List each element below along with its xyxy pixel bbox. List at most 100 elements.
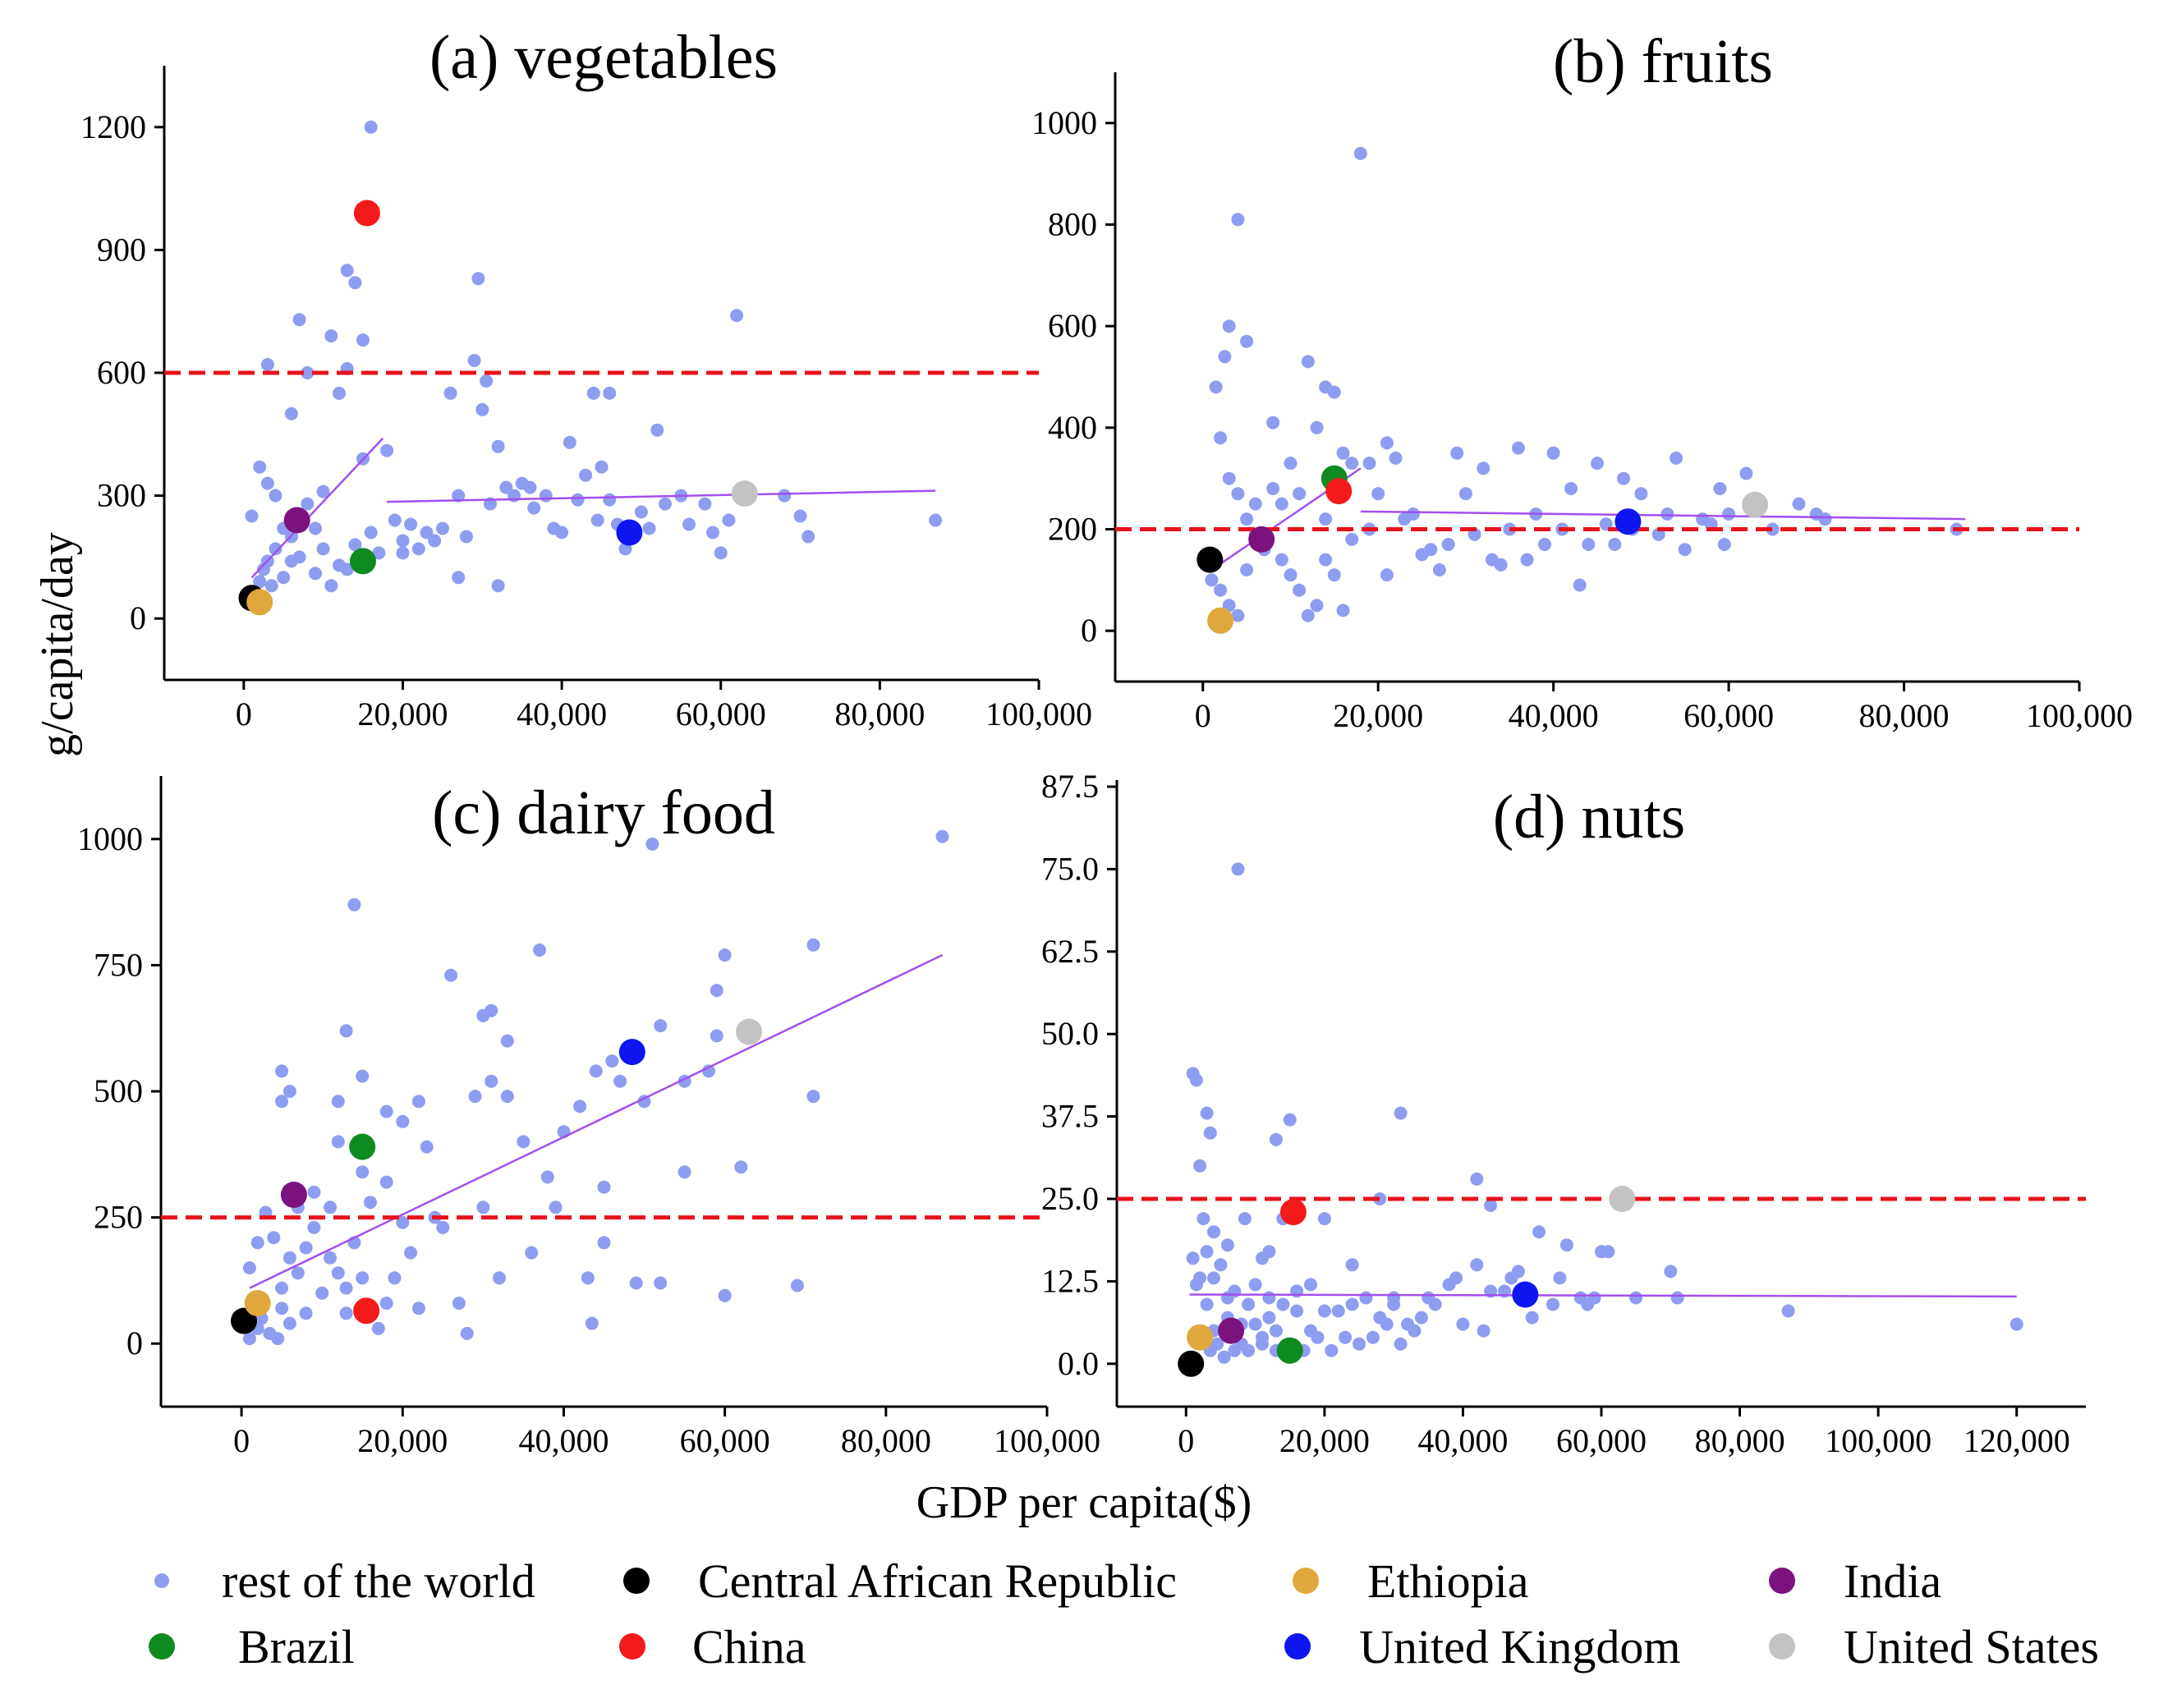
- world-point: [396, 1114, 410, 1128]
- world-point: [659, 497, 672, 511]
- world-point: [1634, 487, 1648, 501]
- world-point: [282, 1085, 296, 1098]
- world-point: [1494, 558, 1508, 572]
- world-point: [1458, 487, 1472, 501]
- highlight-point-BRA: [350, 548, 376, 575]
- legend-marker: [1769, 1568, 1795, 1594]
- world-point: [1484, 1199, 1498, 1212]
- world-point: [443, 386, 457, 400]
- legend-marker: [154, 1573, 169, 1588]
- x-tick-label: 60,000: [1683, 697, 1774, 734]
- world-point: [411, 542, 425, 556]
- world-point: [1209, 380, 1223, 394]
- world-point: [1389, 451, 1403, 465]
- world-point: [1670, 1291, 1684, 1305]
- world-point: [307, 1185, 321, 1199]
- world-point: [1394, 1337, 1408, 1351]
- x-tick-label: 20,000: [357, 1422, 448, 1459]
- world-point: [364, 526, 378, 539]
- world-point: [1327, 568, 1341, 582]
- world-point: [1214, 583, 1228, 597]
- y-tick-label: 300: [97, 477, 146, 514]
- world-point: [1293, 583, 1307, 597]
- highlight-point-USA: [1742, 491, 1769, 518]
- world-point: [404, 517, 418, 531]
- world-point: [1380, 1317, 1394, 1331]
- x-tick-label: 40,000: [518, 1422, 609, 1459]
- world-point: [563, 435, 576, 449]
- world-point: [718, 948, 732, 962]
- world-point: [396, 534, 410, 548]
- y-axis-title: g/capita/day: [32, 532, 83, 757]
- world-point: [348, 538, 362, 552]
- world-point: [571, 493, 585, 507]
- world-point: [340, 562, 354, 576]
- world-point: [1218, 350, 1232, 364]
- world-point: [1331, 1304, 1345, 1318]
- world-point: [1217, 1350, 1231, 1364]
- x-tick-label: 60,000: [680, 1422, 770, 1459]
- world-point: [634, 505, 648, 519]
- world-point: [315, 1286, 329, 1300]
- world-point: [372, 546, 386, 560]
- world-point: [282, 1251, 296, 1265]
- world-point: [710, 984, 723, 998]
- world-point: [271, 1332, 285, 1346]
- legend-label: China: [692, 1620, 806, 1674]
- world-point: [1353, 146, 1367, 160]
- world-point: [605, 1054, 619, 1068]
- y-tick-label: 50.0: [1041, 1015, 1099, 1052]
- world-point: [275, 1095, 289, 1109]
- highlight-point-CAR: [1197, 546, 1224, 573]
- highlight-point-IND: [1248, 526, 1275, 553]
- world-point: [1353, 1337, 1366, 1351]
- highlight-point-ETH: [1207, 607, 1234, 634]
- world-point: [452, 489, 466, 503]
- world-point: [1220, 1291, 1234, 1305]
- world-point: [1608, 538, 1622, 551]
- world-point: [1477, 461, 1490, 475]
- x-tick-label: 100,000: [1825, 1422, 1931, 1459]
- highlight-point-ETH: [244, 1290, 271, 1316]
- world-point: [1240, 334, 1254, 348]
- world-point: [1240, 512, 1254, 526]
- world-point: [250, 1236, 264, 1250]
- world-point: [1269, 1132, 1283, 1146]
- world-point: [269, 489, 282, 503]
- world-point: [277, 571, 291, 585]
- legend-marker: [1293, 1568, 1319, 1594]
- highlight-point-CHN: [353, 1297, 380, 1325]
- legend: rest of the world Central African Republi…: [149, 1554, 2099, 1674]
- world-point: [540, 1170, 554, 1184]
- x-tick-label: 40,000: [1509, 697, 1599, 734]
- panel-title: (b) fruits: [1553, 27, 1773, 96]
- world-point: [476, 1201, 490, 1214]
- world-point: [650, 423, 664, 437]
- world-point: [1373, 1192, 1387, 1205]
- world-point: [1200, 1245, 1214, 1259]
- panel-1: 0 300 600 900 1200 0 20,000 40,000 60,000 80,000 1…: [80, 23, 1092, 732]
- world-point: [475, 402, 489, 416]
- trend-line: [1360, 510, 1966, 521]
- world-point: [1301, 608, 1315, 622]
- world-point: [1242, 1297, 1256, 1311]
- y-tick-label: 75.0: [1041, 850, 1099, 887]
- world-point: [1293, 487, 1307, 501]
- world-point: [1283, 1113, 1297, 1127]
- world-point: [420, 526, 434, 539]
- x-tick-label: 80,000: [1859, 697, 1950, 734]
- world-point: [1336, 446, 1350, 460]
- world-point: [637, 1095, 651, 1109]
- world-point: [1304, 1278, 1317, 1292]
- world-point: [356, 1165, 370, 1179]
- world-point: [1670, 451, 1683, 465]
- world-point: [1269, 1324, 1283, 1338]
- world-point: [1525, 1311, 1539, 1325]
- world-point: [1222, 471, 1236, 485]
- highlight-point-GBR: [616, 519, 643, 546]
- world-point: [547, 521, 561, 535]
- world-point: [291, 1266, 305, 1280]
- world-point: [292, 313, 306, 327]
- x-tick-label: 80,000: [841, 1422, 931, 1459]
